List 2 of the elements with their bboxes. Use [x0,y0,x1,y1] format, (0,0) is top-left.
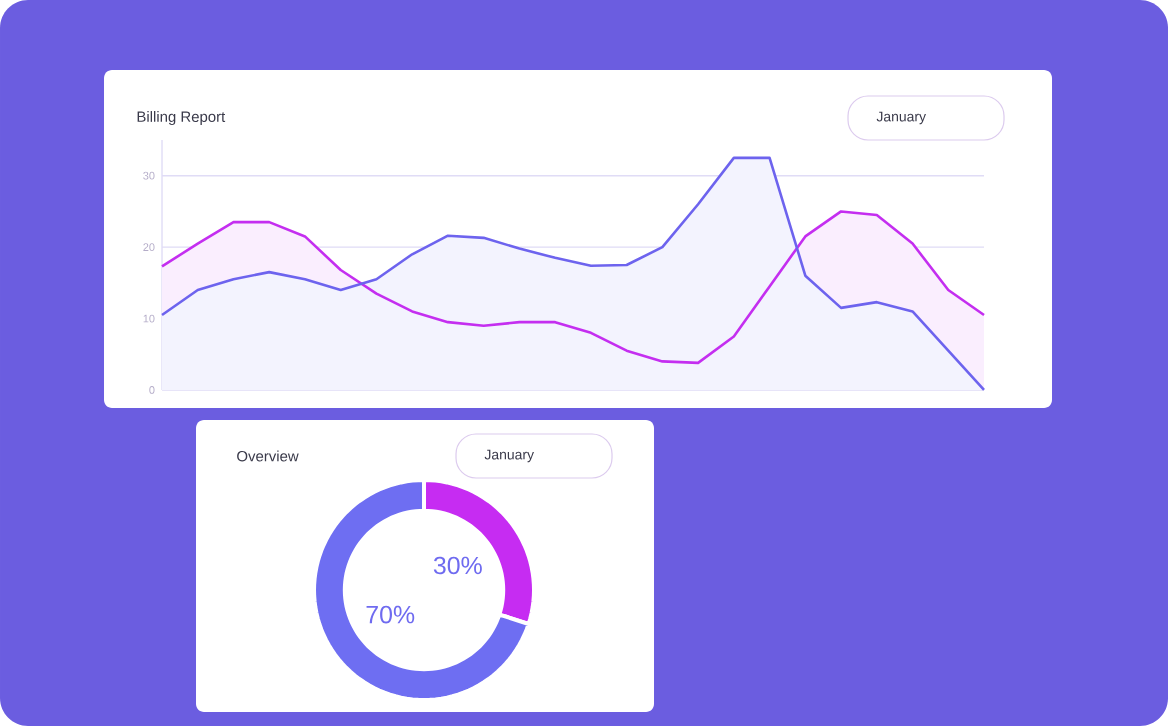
data-label: 70% [366,605,415,624]
data-label: 30% [433,556,482,575]
